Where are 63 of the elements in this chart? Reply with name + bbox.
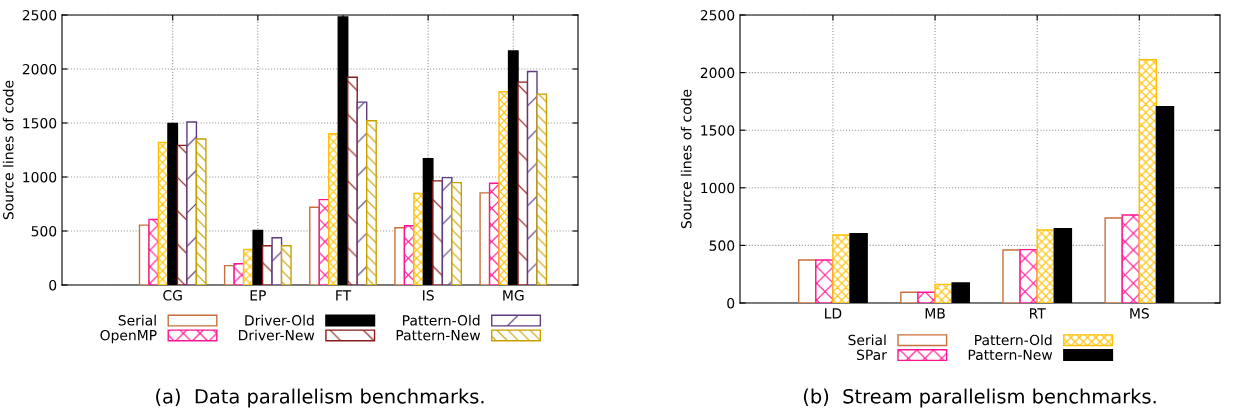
x-tick-label: EP [250, 290, 266, 301]
legend-label: Driver-New [239, 329, 315, 341]
x-tick-label: MS [1130, 308, 1149, 319]
y-tick-label: 2500 [22, 9, 57, 21]
x-tick-label: LD [825, 308, 842, 319]
legend-label: Pattern-Old [403, 314, 480, 326]
bar [1121, 214, 1141, 303]
bar [280, 245, 292, 285]
text: (b) Stream parallelism benchmarks. [803, 388, 1156, 408]
x-tick-label: IS [423, 290, 434, 301]
bar [498, 91, 510, 285]
bar [148, 218, 160, 285]
y-tick-label: 2000 [22, 63, 57, 75]
legend-label: Pattern-Old [975, 334, 1052, 346]
y-tick-label: 2500 [700, 9, 735, 21]
y-tick-label: 1000 [23, 171, 57, 183]
bar [1104, 217, 1123, 303]
y-tick-label: 2000 [700, 67, 735, 79]
bar [832, 234, 851, 303]
y-tick-label: 1500 [701, 125, 735, 136]
bar [347, 76, 358, 285]
legend-label: Pattern-New [396, 330, 481, 341]
bar [798, 259, 817, 303]
bar [1019, 248, 1038, 303]
legend-label: OpenMP [100, 329, 157, 344]
y-tick-label: 0 [49, 279, 57, 291]
legend-label: Driver-Old [245, 314, 314, 326]
bar [1002, 249, 1021, 303]
legend-label: Pattern-New [968, 349, 1053, 361]
y-tick-label: 1500 [23, 117, 57, 129]
x-tick-label: CG [163, 290, 182, 301]
bar [934, 283, 953, 303]
bar [366, 120, 377, 285]
y-tick-label: 1000 [701, 182, 735, 194]
bar [413, 192, 425, 285]
bar [432, 180, 444, 285]
bar [536, 93, 548, 285]
y-tick-label: 500 [31, 225, 57, 237]
bar [186, 121, 198, 285]
legend-label: SPar [857, 349, 887, 361]
bar [328, 132, 339, 285]
bar [309, 206, 320, 285]
text: (a) Data parallelism benchmarks. [156, 388, 484, 408]
x-tick-label: MG [503, 290, 524, 301]
bar [233, 263, 245, 285]
bar [451, 181, 463, 285]
bar [815, 259, 834, 303]
x-tick-label: MB [925, 308, 945, 319]
legend-label: Serial [118, 314, 156, 326]
y-axis-title: Source lines of code [680, 89, 692, 229]
bar [517, 81, 529, 285]
bar [195, 138, 207, 285]
bar [271, 237, 283, 285]
bar [479, 192, 491, 285]
x-tick-label: RT [1029, 308, 1046, 319]
legend-label: Serial [848, 334, 886, 346]
bar [394, 227, 406, 285]
y-tick-label: 500 [709, 240, 735, 251]
y-axis-title: Source lines of code [2, 80, 14, 220]
y-tick-label: 0 [727, 297, 735, 309]
x-tick-label: FT [336, 290, 352, 301]
bar [1036, 229, 1055, 303]
bar [1138, 59, 1158, 303]
